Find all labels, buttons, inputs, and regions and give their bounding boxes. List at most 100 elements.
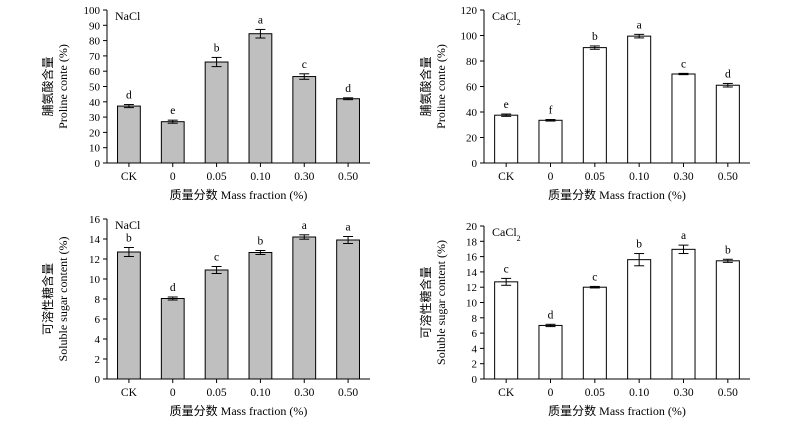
y-tick-label: 10 (89, 143, 101, 155)
bar-0.05 (582, 286, 607, 380)
x-tick-label: CK (498, 171, 515, 183)
significance-label: a (346, 222, 351, 234)
bar-0.05 (204, 269, 229, 380)
y-tick-label: 0 (472, 158, 478, 170)
y-tick-label: 20 (89, 127, 101, 139)
significance-label: b (258, 236, 264, 248)
x-tick-label: CK (121, 387, 138, 399)
bar-0 (160, 298, 185, 380)
x-tick-label: 0.10 (250, 387, 270, 399)
y-tick-label: 12 (466, 282, 477, 294)
bar-0.10 (627, 35, 652, 164)
x-tick-label: CK (498, 387, 515, 399)
x-axis-title: 质量分数 Mass fraction (%) (170, 403, 308, 418)
y-tick-label: 16 (466, 252, 478, 264)
y-tick-label: 6 (95, 314, 101, 326)
y-tick-label: 8 (472, 313, 478, 325)
y-axis-title-en: Soluble sugar content (%) (434, 240, 448, 365)
bar-0 (538, 324, 563, 380)
y-tick-label: 90 (89, 20, 101, 32)
x-axis-title: 质量分数 Mass fraction (%) (548, 187, 686, 202)
bar-0.05 (582, 47, 607, 164)
bar-CK (117, 251, 141, 380)
significance-label: b (725, 244, 731, 256)
x-tick-label: 0.50 (338, 171, 358, 183)
x-tick-label: 0.50 (718, 387, 738, 399)
y-tick-label: 0 (95, 374, 101, 386)
x-tick-label: 0.50 (718, 171, 738, 183)
significance-label: c (214, 252, 219, 264)
bar-0.30 (671, 248, 696, 380)
bar-0.30 (671, 73, 696, 164)
y-tick-label: 80 (89, 36, 101, 48)
chart-panel-2: 0 20 40 60 80 100 120 e CK f 0 b 0.05 a 0.10 c 0.30 d 0.50… (418, 5, 750, 202)
y-tick-label: 80 (466, 56, 478, 68)
y-tick-label: 20 (466, 221, 478, 233)
x-tick-label: 0.05 (207, 171, 227, 183)
bar-0.10 (248, 252, 273, 380)
y-tick-label: 70 (89, 51, 101, 63)
x-tick-label: 0.05 (585, 387, 605, 399)
bar-0.50 (715, 84, 740, 164)
panel-title: CaCl2 (492, 9, 521, 27)
significance-label: c (302, 59, 307, 71)
x-tick-label: 0 (170, 171, 176, 183)
significance-label: e (170, 105, 175, 117)
significance-label: b (636, 239, 642, 251)
x-tick-label: 0.05 (585, 171, 605, 183)
x-tick-label: CK (121, 171, 138, 183)
x-tick-label: 0.10 (250, 171, 270, 183)
y-tick-label: 18 (466, 236, 478, 248)
significance-label: d (345, 83, 351, 95)
x-tick-label: 0.30 (673, 387, 693, 399)
x-tick-label: 0 (548, 387, 554, 399)
chart-panel-3: 0 2 4 6 8 10 12 14 16 b CK d 0 c 0.05 b 0.10 a 0.30 a 0.50 Na… (40, 214, 370, 418)
y-tick-label: 14 (89, 234, 101, 246)
y-tick-label: 0 (472, 374, 478, 386)
chart-panel-1: 0 10 20 30 40 50 60 70 80 90 100 d CK e 0 b 0.05 a 0.10 c 0.… (40, 5, 370, 202)
y-tick-label: 120 (461, 5, 478, 17)
bar-CK (494, 281, 519, 380)
bar-0 (538, 119, 563, 164)
x-axis-title: 质量分数 Mass fraction (%) (170, 187, 308, 202)
bar-0.30 (292, 236, 317, 380)
significance-label: a (302, 220, 307, 232)
x-axis-title: 质量分数 Mass fraction (%) (548, 403, 686, 418)
bar-0.05 (204, 61, 229, 164)
significance-label: a (637, 19, 642, 31)
y-axis-title-cn: 脯氨酸含量 (40, 56, 55, 116)
y-tick-label: 8 (95, 294, 101, 306)
y-tick-label: 60 (466, 82, 478, 94)
y-tick-label: 6 (472, 328, 478, 340)
y-axis-title-cn: 脯氨酸含量 (418, 56, 433, 116)
y-tick-label: 60 (89, 66, 101, 78)
y-tick-label: 2 (95, 354, 101, 366)
significance-label: b (214, 42, 220, 54)
y-axis-title-en: Soluble sugar content (%) (56, 237, 70, 362)
bar-0.50 (715, 260, 740, 380)
y-tick-label: 10 (89, 274, 101, 286)
significance-label: c (681, 58, 686, 70)
significance-label: d (725, 68, 731, 80)
significance-label: b (592, 31, 598, 43)
x-tick-label: 0.05 (207, 387, 227, 399)
significance-label: c (504, 263, 509, 275)
y-tick-label: 100 (84, 5, 101, 17)
bar-0 (160, 121, 185, 164)
bar-CK (494, 114, 519, 164)
x-tick-label: 0.10 (629, 387, 649, 399)
significance-label: a (681, 230, 686, 242)
y-tick-label: 16 (89, 214, 101, 226)
x-tick-label: 0 (548, 171, 554, 183)
significance-label: d (170, 282, 176, 294)
y-tick-label: 0 (95, 158, 101, 170)
y-tick-label: 4 (472, 343, 478, 355)
bar-0.50 (336, 98, 360, 164)
y-tick-label: 40 (89, 97, 101, 109)
y-axis-title-cn: 可溶性糖含量 (40, 263, 55, 335)
significance-label: d (548, 309, 554, 321)
x-tick-label: 0.30 (294, 171, 314, 183)
bar-0.10 (248, 33, 273, 164)
y-tick-label: 2 (472, 359, 478, 371)
